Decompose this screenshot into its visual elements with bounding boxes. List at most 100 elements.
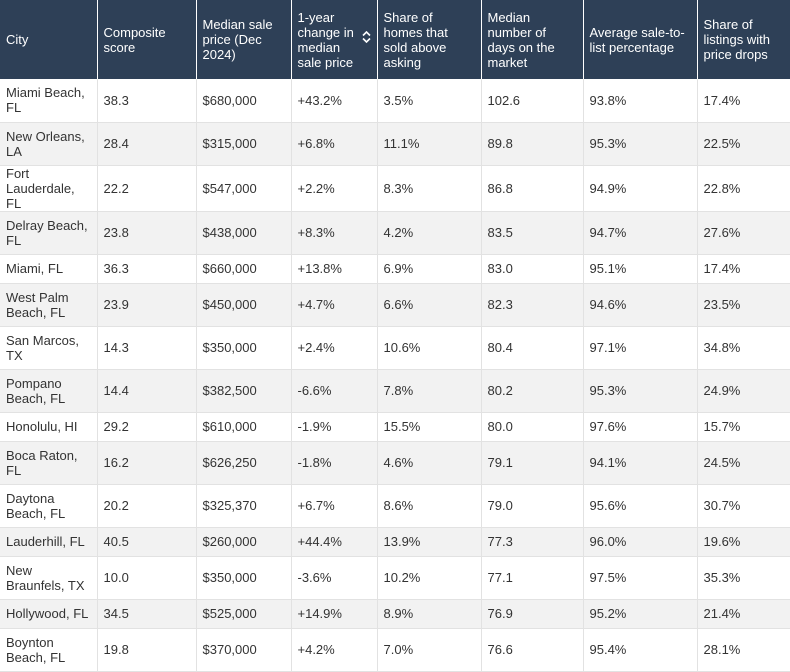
cell-median-sale-price: $680,000 — [196, 79, 292, 123]
table-row: Miami, FL 36.3 $660,000 +13.8% 6.9% 83.0 95.1%… — [0, 254, 790, 284]
cell-price-drops: 21.4% — [697, 599, 790, 629]
header-label: Share of homes that sold above asking — [383, 9, 448, 70]
cell-price-drops: 22.5% — [697, 122, 790, 166]
cell-sale-to-list: 95.6% — [583, 484, 698, 528]
cell-median-sale-price: $260,000 — [196, 527, 292, 557]
cell-share-above-asking: 15.5% — [377, 412, 482, 442]
cell-city: Fort Lauderdale, FL — [0, 165, 98, 212]
cell-one-year-change: +2.2% — [291, 165, 378, 212]
cell-city: Hollywood, FL — [0, 599, 98, 629]
cell-median-sale-price: $438,000 — [196, 211, 292, 255]
cell-median-days: 89.8 — [481, 122, 584, 166]
cell-median-sale-price: $626,250 — [196, 441, 292, 485]
table-row: Pompano Beach, FL 14.4 $382,500 -6.6% 7.8% 80… — [0, 369, 790, 413]
cell-share-above-asking: 8.3% — [377, 165, 482, 212]
table-row: Boynton Beach, FL 19.8 $370,000 +4.2% 7.0% 76… — [0, 628, 790, 672]
cell-composite-score: 14.4 — [97, 369, 197, 413]
header-label: Share of listings with price drops — [703, 17, 770, 62]
cell-city: Miami Beach, FL — [0, 79, 98, 123]
cell-city: West Palm Beach, FL — [0, 283, 98, 327]
cell-sale-to-list: 97.5% — [583, 556, 698, 600]
cell-city: New Orleans, LA — [0, 122, 98, 166]
cell-city: Daytona Beach, FL — [0, 484, 98, 528]
cell-composite-score: 16.2 — [97, 441, 197, 485]
cell-city: Lauderhill, FL — [0, 527, 98, 557]
cell-price-drops: 15.7% — [697, 412, 790, 442]
cell-price-drops: 34.8% — [697, 326, 790, 370]
cell-composite-score: 23.8 — [97, 211, 197, 255]
cell-median-days: 79.0 — [481, 484, 584, 528]
cell-sale-to-list: 94.1% — [583, 441, 698, 485]
cell-one-year-change: +4.2% — [291, 628, 378, 672]
cell-price-drops: 17.4% — [697, 79, 790, 123]
cell-median-days: 80.4 — [481, 326, 584, 370]
cell-median-days: 102.6 — [481, 79, 584, 123]
cell-price-drops: 35.3% — [697, 556, 790, 600]
cell-composite-score: 22.2 — [97, 165, 197, 212]
cell-share-above-asking: 10.6% — [377, 326, 482, 370]
cell-share-above-asking: 10.2% — [377, 556, 482, 600]
sort-updown-icon[interactable] — [361, 30, 371, 48]
header-median-days-on-market[interactable]: Median number of days on the market — [481, 0, 584, 79]
cell-sale-to-list: 97.1% — [583, 326, 698, 370]
table-row: Boca Raton, FL 16.2 $626,250 -1.8% 4.6% 79.1 9… — [0, 441, 790, 485]
cell-one-year-change: +4.7% — [291, 283, 378, 327]
header-content: 1-year change in median sale price — [298, 10, 371, 70]
cell-share-above-asking: 3.5% — [377, 79, 482, 123]
cell-median-days: 80.0 — [481, 412, 584, 442]
header-composite-score[interactable]: Composite score — [97, 0, 197, 79]
cell-composite-score: 23.9 — [97, 283, 197, 327]
cell-composite-score: 34.5 — [97, 599, 197, 629]
cell-sale-to-list: 94.6% — [583, 283, 698, 327]
cell-median-days: 82.3 — [481, 283, 584, 327]
cell-median-days: 77.1 — [481, 556, 584, 600]
cell-city: Boca Raton, FL — [0, 441, 98, 485]
cell-median-sale-price: $350,000 — [196, 326, 292, 370]
cell-median-sale-price: $450,000 — [196, 283, 292, 327]
cell-share-above-asking: 7.8% — [377, 369, 482, 413]
header-label: 1-year change in median sale price — [297, 9, 354, 70]
table-row: New Orleans, LA 28.4 $315,000 +6.8% 11.1% 89.… — [0, 122, 790, 166]
cell-share-above-asking: 8.6% — [377, 484, 482, 528]
table-row: West Palm Beach, FL 23.9 $450,000 +4.7% 6.6%… — [0, 283, 790, 327]
table-row: New Braunfels, TX 10.0 $350,000 -3.6% 10.2% 7… — [0, 556, 790, 600]
cell-share-above-asking: 8.9% — [377, 599, 482, 629]
cell-composite-score: 14.3 — [97, 326, 197, 370]
cell-sale-to-list: 94.9% — [583, 165, 698, 212]
table-row: Honolulu, HI 29.2 $610,000 -1.9% 15.5% 80.0 97… — [0, 412, 790, 442]
cell-median-sale-price: $315,000 — [196, 122, 292, 166]
header-median-sale-price[interactable]: Median sale price (Dec 2024) — [196, 0, 292, 79]
cell-city: Miami, FL — [0, 254, 98, 284]
cell-median-days: 79.1 — [481, 441, 584, 485]
cell-median-sale-price: $660,000 — [196, 254, 292, 284]
cell-city: Boynton Beach, FL — [0, 628, 98, 672]
table-row: Lauderhill, FL 40.5 $260,000 +44.4% 13.9% 77.… — [0, 527, 790, 557]
header-sale-to-list[interactable]: Average sale-to-list percentage — [583, 0, 698, 79]
cell-median-days: 76.9 — [481, 599, 584, 629]
cell-share-above-asking: 6.9% — [377, 254, 482, 284]
header-price-drops[interactable]: Share of listings with price drops — [697, 0, 790, 79]
cell-one-year-change: +8.3% — [291, 211, 378, 255]
cell-one-year-change: +6.7% — [291, 484, 378, 528]
cell-one-year-change: +13.8% — [291, 254, 378, 284]
table-row: Daytona Beach, FL 20.2 $325,370 +6.7% 8.6% 79… — [0, 484, 790, 528]
cell-one-year-change: -6.6% — [291, 369, 378, 413]
cell-one-year-change: -1.9% — [291, 412, 378, 442]
header-one-year-change[interactable]: 1-year change in median sale price — [291, 0, 378, 79]
cell-share-above-asking: 7.0% — [377, 628, 482, 672]
cell-sale-to-list: 96.0% — [583, 527, 698, 557]
cell-composite-score: 20.2 — [97, 484, 197, 528]
cell-composite-score: 40.5 — [97, 527, 197, 557]
table-row: Fort Lauderdale, FL 22.2 $547,000 +2.2% 8.3%… — [0, 165, 790, 212]
cell-share-above-asking: 4.6% — [377, 441, 482, 485]
header-label: Composite score — [103, 24, 166, 55]
cell-sale-to-list: 95.1% — [583, 254, 698, 284]
cell-price-drops: 24.5% — [697, 441, 790, 485]
cell-sale-to-list: 95.2% — [583, 599, 698, 629]
header-row: City Composite score Median sale price (… — [0, 0, 790, 79]
header-city[interactable]: City — [0, 0, 98, 79]
cell-share-above-asking: 6.6% — [377, 283, 482, 327]
header-share-above-asking[interactable]: Share of homes that sold above asking — [377, 0, 482, 79]
cell-composite-score: 36.3 — [97, 254, 197, 284]
